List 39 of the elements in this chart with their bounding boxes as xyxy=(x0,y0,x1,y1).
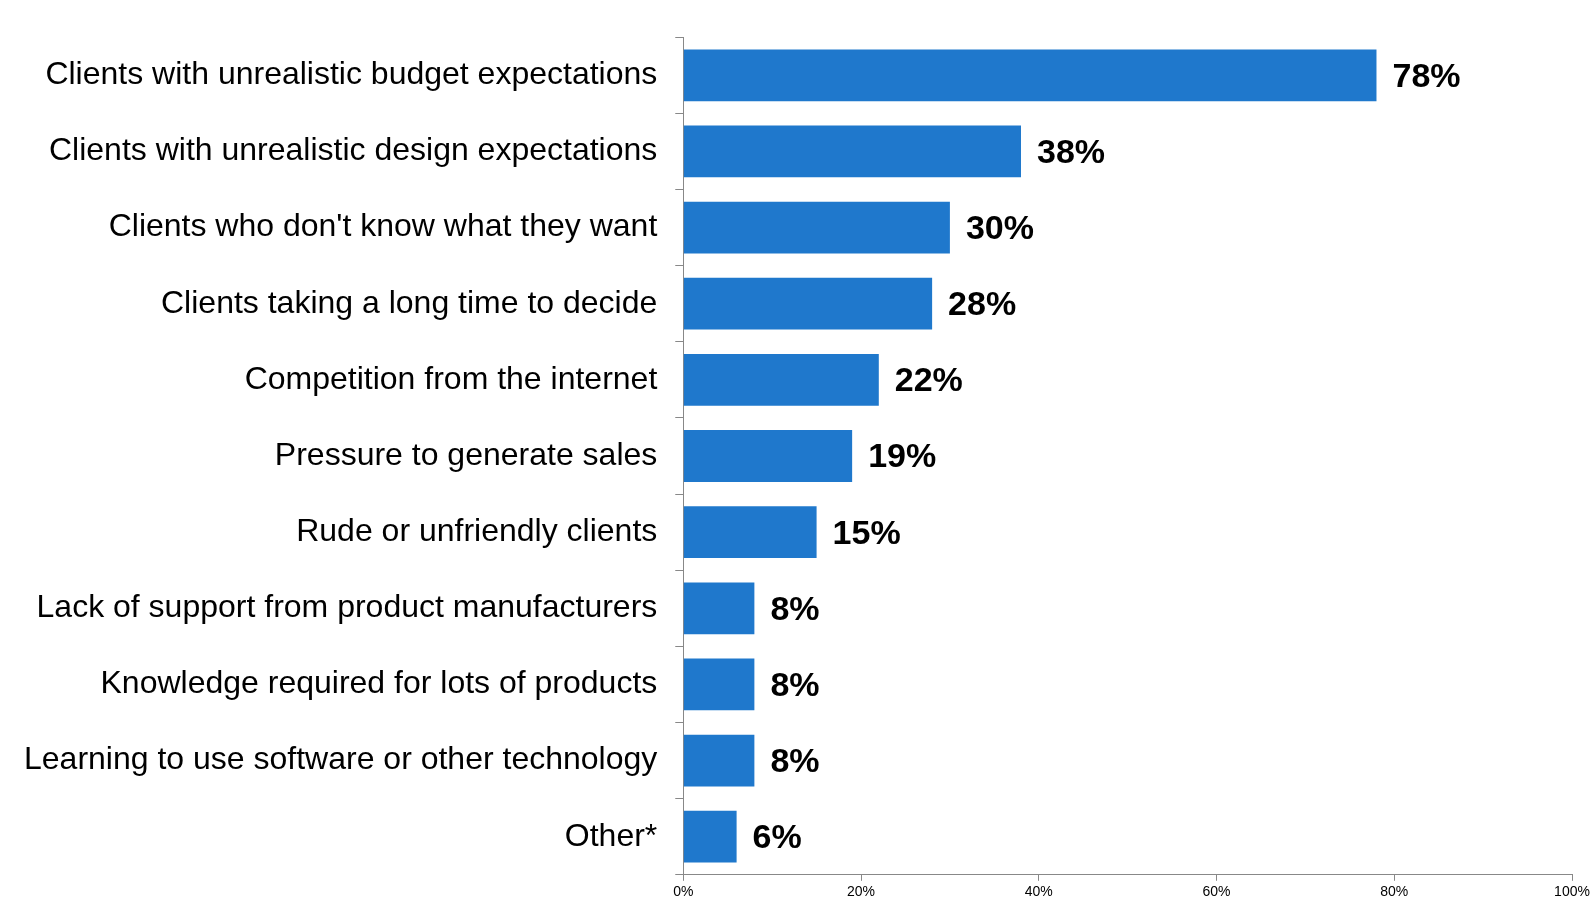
x-tick-label: 60% xyxy=(1202,883,1231,900)
data-label: 78% xyxy=(1392,55,1461,94)
data-label: 8% xyxy=(770,664,820,703)
y-tick-label: Clients who don't know what they want xyxy=(108,207,658,244)
y-tick-label: Clients taking a long time to decide xyxy=(161,283,658,320)
data-label: 15% xyxy=(832,512,901,551)
bar xyxy=(683,658,755,711)
data-label: 19% xyxy=(868,436,937,475)
x-tick-label: 100% xyxy=(1554,883,1590,900)
x-tick-label: 80% xyxy=(1380,883,1409,900)
y-tick-label: Clients with unrealistic design expectations xyxy=(48,131,658,168)
y-tick-label: Competition from the internet xyxy=(244,359,658,396)
bar xyxy=(683,49,1377,102)
y-tick-label: Clients with unrealistic budget expectations xyxy=(45,55,658,92)
y-tick-label: Knowledge required for lots of products xyxy=(100,664,658,701)
data-label: 28% xyxy=(948,284,1017,323)
bar xyxy=(683,277,933,330)
data-label: 6% xyxy=(752,817,802,856)
y-tick-label: Pressure to generate sales xyxy=(274,435,658,472)
data-label: 30% xyxy=(965,207,1034,246)
y-tick-label: Lack of support from product manufacturers xyxy=(36,588,658,625)
bar xyxy=(683,582,755,635)
x-tick-label: 0% xyxy=(673,883,694,900)
y-tick-label: Other* xyxy=(564,816,658,853)
y-tick-label: Rude or unfriendly clients xyxy=(296,511,658,548)
x-tick-label: 20% xyxy=(847,883,876,900)
bar xyxy=(683,125,1021,178)
bar xyxy=(683,810,737,863)
bar xyxy=(683,506,817,559)
bar xyxy=(683,734,755,787)
data-label: 8% xyxy=(770,588,820,627)
data-label: 38% xyxy=(1036,131,1106,170)
data-label: 22% xyxy=(894,360,963,399)
bar xyxy=(683,353,879,406)
y-tick-label: Learning to use software or other technology xyxy=(24,740,658,777)
x-tick-label: 40% xyxy=(1024,883,1053,900)
data-label: 8% xyxy=(770,740,820,779)
bar xyxy=(683,430,853,482)
bar xyxy=(683,201,950,254)
